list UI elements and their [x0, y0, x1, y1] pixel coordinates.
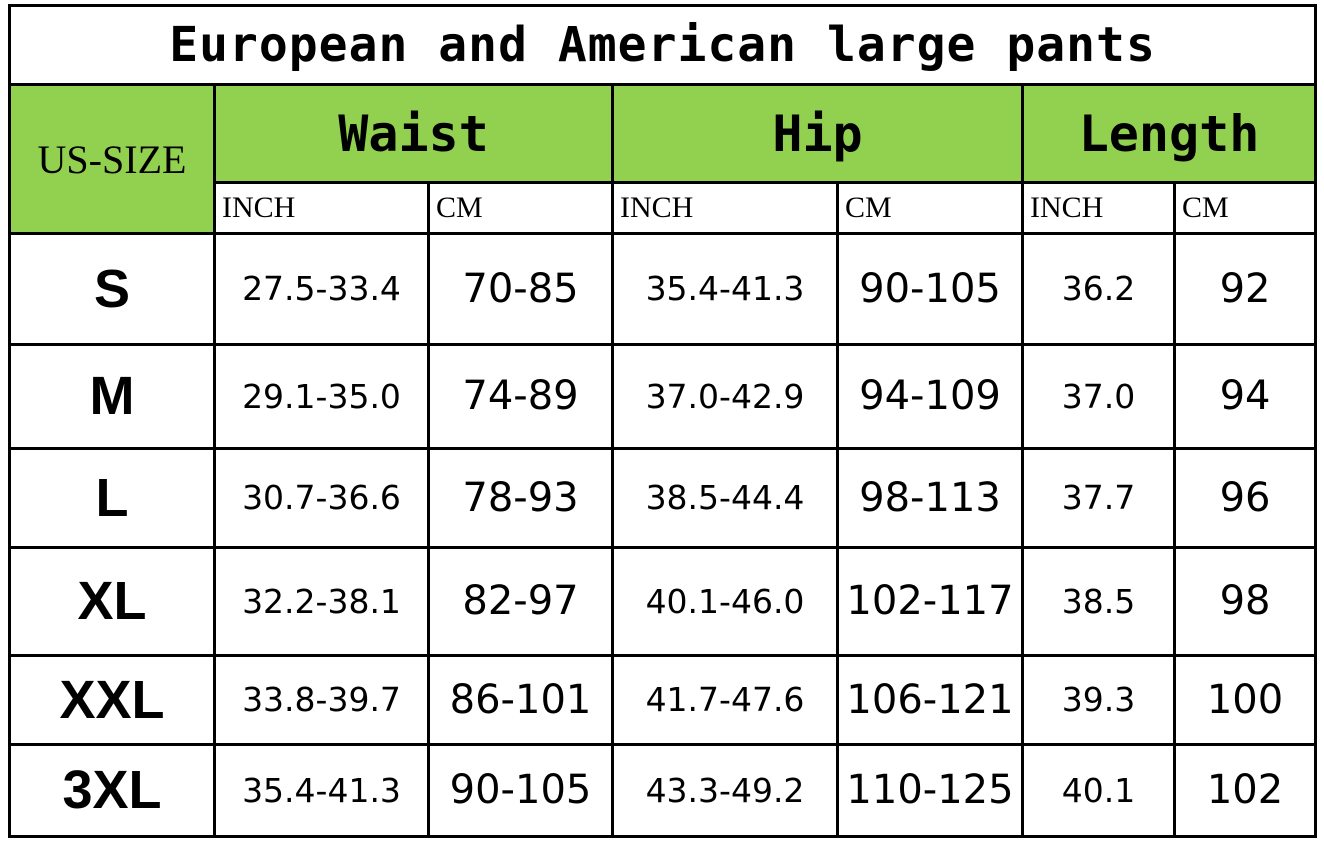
cell-waist-inch: 29.1-35.0 — [213, 342, 430, 451]
cell-waist-inch: 30.7-36.6 — [213, 447, 430, 549]
unit-hip-cm: CM — [836, 180, 1024, 236]
cell-waist-cm: 86-101 — [427, 654, 614, 746]
cell-length-inch: 36.2 — [1021, 232, 1176, 346]
cell-length-inch: 40.1 — [1021, 742, 1176, 839]
cell-length-cm: 98 — [1172, 545, 1318, 658]
chart-title: European and American large pants — [7, 3, 1318, 87]
hip-header: Hip — [611, 83, 1024, 184]
cell-length-cm: 92 — [1172, 232, 1318, 346]
cell-size: XXL — [8, 654, 216, 746]
table-row: 3XL 35.4-41.3 90-105 43.3-49.2 110-125 40.1 10… — [8, 742, 1318, 839]
cell-waist-cm: 70-85 — [427, 232, 614, 346]
cell-hip-inch: 43.3-49.2 — [611, 742, 839, 839]
cell-waist-cm: 74-89 — [427, 342, 614, 451]
us-size-header: US-SIZE — [8, 83, 216, 236]
cell-waist-inch: 35.4-41.3 — [213, 742, 430, 839]
cell-hip-cm: 102-117 — [836, 545, 1024, 658]
size-chart-table: European and American large pants US-SIZ… — [7, 3, 1318, 839]
table-row: M 29.1-35.0 74-89 37.0-42.9 94-109 37.0 94 — [8, 342, 1318, 451]
cell-size: 3XL — [8, 742, 216, 839]
cell-hip-inch: 35.4-41.3 — [611, 232, 839, 346]
unit-waist-cm: CM — [427, 180, 614, 236]
cell-waist-inch: 33.8-39.7 — [213, 654, 430, 746]
cell-hip-inch: 41.7-47.6 — [611, 654, 839, 746]
cell-length-inch: 39.3 — [1021, 654, 1176, 746]
cell-size: XL — [8, 545, 216, 658]
unit-hip-inch: INCH — [611, 180, 839, 236]
cell-length-cm: 94 — [1172, 342, 1318, 451]
cell-waist-inch: 32.2-38.1 — [213, 545, 430, 658]
cell-waist-inch: 27.5-33.4 — [213, 232, 430, 346]
title-row: European and American large pants — [7, 3, 1318, 87]
unit-length-inch: INCH — [1021, 180, 1176, 236]
cell-hip-inch: 40.1-46.0 — [611, 545, 839, 658]
cell-length-inch: 37.0 — [1021, 342, 1176, 451]
cell-hip-inch: 38.5-44.4 — [611, 447, 839, 549]
cell-waist-cm: 82-97 — [427, 545, 614, 658]
table-row: S 27.5-33.4 70-85 35.4-41.3 90-105 36.2 92 — [8, 232, 1318, 346]
cell-size: M — [8, 342, 216, 451]
waist-header: Waist — [213, 83, 614, 184]
table-row: XL 32.2-38.1 82-97 40.1-46.0 102-117 38.5 98 — [8, 545, 1318, 658]
cell-length-cm: 100 — [1172, 654, 1318, 746]
cell-length-inch: 38.5 — [1021, 545, 1176, 658]
cell-size: S — [8, 232, 216, 346]
unit-length-cm: CM — [1172, 180, 1318, 236]
cell-waist-cm: 90-105 — [427, 742, 614, 839]
cell-hip-cm: 90-105 — [836, 232, 1024, 346]
cell-length-cm: 102 — [1172, 742, 1318, 839]
cell-length-cm: 96 — [1172, 447, 1318, 549]
cell-hip-cm: 98-113 — [836, 447, 1024, 549]
length-header: Length — [1020, 83, 1318, 184]
cell-length-inch: 37.7 — [1021, 447, 1176, 549]
cell-hip-inch: 37.0-42.9 — [611, 342, 839, 451]
table-row: XXL 33.8-39.7 86-101 41.7-47.6 106-121 39.3 10… — [8, 654, 1318, 746]
unit-header-row: INCH CM INCH CM INCH CM — [10, 180, 1318, 236]
cell-hip-cm: 110-125 — [836, 742, 1024, 839]
cell-waist-cm: 78-93 — [427, 447, 614, 549]
group-header-row: US-SIZE Waist Hip Length — [8, 83, 1318, 236]
cell-hip-cm: 94-109 — [836, 342, 1024, 451]
unit-waist-inch: INCH — [213, 180, 430, 236]
cell-hip-cm: 106-121 — [836, 654, 1024, 746]
cell-size: L — [8, 447, 216, 549]
table-row: L 30.7-36.6 78-93 38.5-44.4 98-113 37.7 96 — [8, 447, 1318, 549]
